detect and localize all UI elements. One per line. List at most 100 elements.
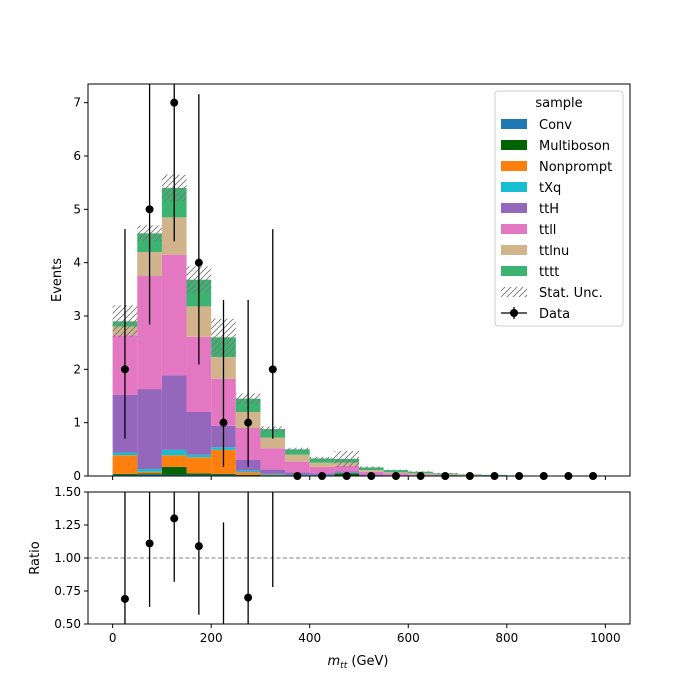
bar-ttlnu	[260, 437, 286, 449]
legend-label-multiboson: Multiboson	[539, 139, 610, 154]
bar-nonprompt	[235, 472, 261, 475]
legend-label-conv: Conv	[539, 118, 572, 133]
bar-txq	[137, 469, 162, 472]
legend-label-ttlnu: ttlnu	[539, 244, 569, 259]
bar-multiboson	[211, 473, 236, 475]
bar-ttll	[309, 466, 335, 474]
bar-tth	[186, 412, 212, 455]
bar-multiboson	[186, 473, 212, 475]
data-point	[145, 205, 154, 214]
bar-tttt	[285, 449, 310, 455]
main-y-axis-label: Events	[50, 258, 65, 302]
ratio-y-tick-label: 1.25	[54, 518, 81, 532]
stat-unc-band	[359, 466, 384, 469]
bar-multiboson	[161, 466, 187, 475]
bar-tth	[137, 389, 162, 470]
legend-swatch-ttlnu	[501, 245, 527, 255]
bar-ttlnu	[285, 454, 310, 462]
legend-label-data: Data	[539, 307, 570, 322]
legend-swatch-multiboson	[501, 140, 527, 150]
ratio-point	[145, 539, 154, 548]
bar-ttll	[334, 465, 359, 472]
legend-label-tth: ttH	[539, 202, 559, 217]
legend-swatch-conv	[501, 119, 527, 129]
ratio-x-tick-label: 200	[200, 631, 223, 645]
bar-nonprompt	[137, 471, 162, 474]
data-point	[219, 418, 228, 427]
legend-label-ttll: ttll	[539, 223, 556, 238]
ratio-point	[244, 593, 253, 602]
ratio-y-tick-label: 0.50	[54, 617, 81, 631]
bar-conv	[211, 474, 236, 476]
bar-ttll	[260, 448, 286, 470]
bar-conv	[161, 474, 187, 476]
bar-ttlnu	[359, 470, 384, 472]
legend-data-marker	[510, 309, 518, 317]
bar-nonprompt	[186, 457, 212, 474]
main-axes-frame	[87, 83, 631, 477]
legend-label-txq: tXq	[539, 181, 561, 196]
main-y-tick-label: 2	[73, 362, 81, 376]
ratio-x-tick-label: 0	[109, 631, 117, 645]
data-point	[244, 418, 253, 427]
ratio-panel: 0 200 400 600 800 1000 0.50 0.75 1.00 1.25 1.50 R…	[28, 485, 631, 671]
bar-nonprompt	[260, 474, 286, 476]
bar-txq	[112, 452, 138, 456]
ratio-x-tick-label: 400	[298, 631, 321, 645]
bar-multiboson	[235, 474, 261, 476]
legend-swatch-txq	[501, 182, 527, 192]
data-point	[120, 365, 129, 374]
legend-swatch-nonprompt	[501, 161, 527, 171]
main-y-tick-label: 3	[73, 309, 81, 323]
bar-tth	[161, 375, 187, 450]
bar-multiboson	[112, 473, 138, 475]
bar-tttt	[309, 458, 335, 463]
bar-conv	[186, 474, 212, 476]
ratio-axes-frame	[87, 491, 631, 625]
stat-unc-band	[383, 469, 409, 471]
ratio-x-tick-label: 600	[397, 631, 420, 645]
stat-unc-band	[285, 447, 310, 451]
ratio-x-tick-label: 800	[495, 631, 518, 645]
bar-txq	[260, 473, 286, 475]
main-y-tick-label: 4	[73, 256, 81, 270]
ratio-x-tick-label: 1000	[590, 631, 621, 645]
stat-unc-band	[408, 471, 433, 473]
bar-ttlnu	[309, 462, 335, 467]
ratio-y-tick-label: 0.75	[54, 584, 81, 598]
bar-tth	[260, 469, 286, 474]
bar-nonprompt	[161, 455, 187, 467]
legend-label-tttt: tttt	[539, 265, 559, 280]
bar-txq	[186, 454, 212, 458]
bar-txq	[235, 470, 261, 473]
bar-tttt	[383, 470, 409, 473]
bar-conv	[112, 474, 138, 476]
bar-txq	[161, 449, 187, 456]
ratio-point	[194, 542, 203, 551]
bar-nonprompt	[112, 455, 138, 474]
ratio-y-tick-label: 1.50	[54, 485, 81, 499]
main-panel: 0 1 2 3 4 5 6 7 Events	[50, 83, 631, 483]
main-y-tick-label: 1	[73, 416, 81, 430]
main-y-tick-label: 7	[73, 96, 81, 110]
stat-unc-band	[334, 450, 359, 467]
stat-unc-band	[309, 456, 335, 460]
ratio-y-axis-label: Ratio	[28, 541, 43, 574]
main-y-tick-label: 0	[73, 469, 81, 483]
legend-label-stat-unc: Stat. Unc.	[539, 286, 603, 301]
data-point	[170, 98, 179, 107]
main-y-tick-label: 5	[73, 202, 81, 216]
legend-title: sample	[535, 96, 582, 111]
legend-label-nonprompt: Nonprompt	[539, 160, 612, 175]
ratio-point	[120, 594, 129, 603]
legend-swatch-stat-unc	[501, 287, 527, 297]
data-point	[194, 258, 203, 267]
main-y-tick-label: 6	[73, 149, 81, 163]
legend-swatch-ttll	[501, 224, 527, 234]
legend-swatch-tttt	[501, 266, 527, 276]
bar-multiboson	[137, 473, 162, 475]
bar-ttll	[161, 254, 187, 376]
bar-tttt	[359, 467, 384, 471]
legend-swatch-tth	[501, 203, 527, 213]
